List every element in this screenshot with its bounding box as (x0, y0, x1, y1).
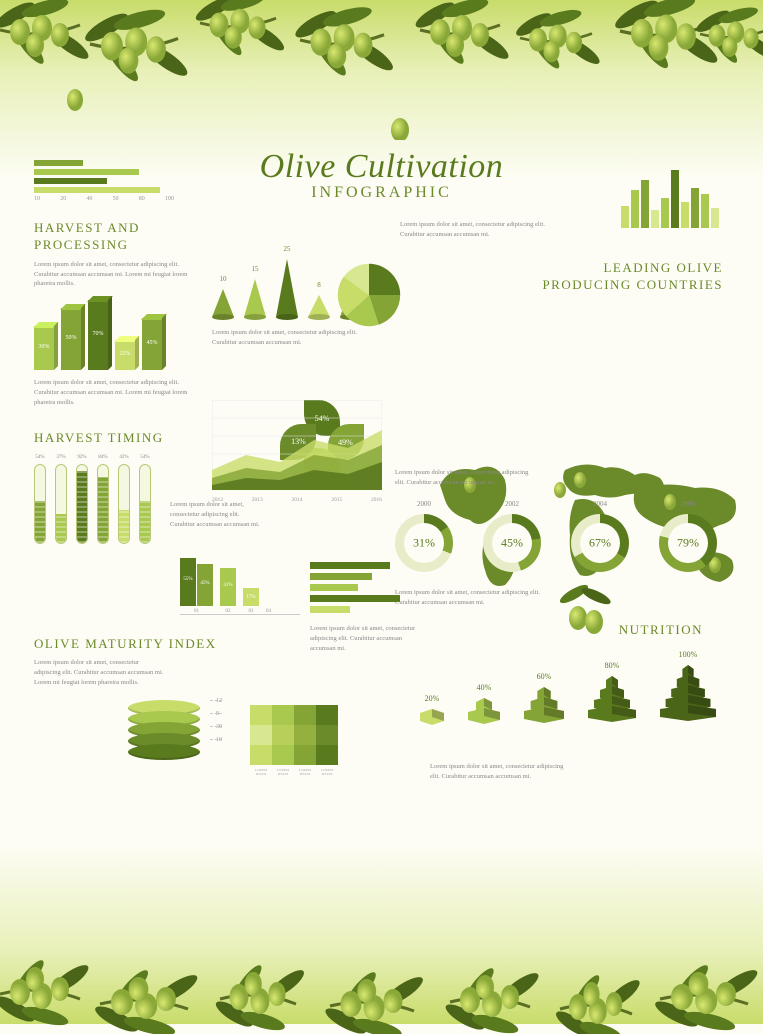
section-maturity: OLIVE MATURITY INDEX (34, 636, 217, 653)
olive-sprig-icon (556, 582, 616, 638)
patch-grid-chart: LOREM IPSUMLOREM IPSUMLOREM IPSUMLOREM I… (250, 705, 338, 777)
section-harvest: HARVEST AND PROCESSING (34, 220, 194, 254)
disc-stack-chart: 1283010 (128, 700, 200, 755)
hbar-chart-top: 1020405080100 (34, 160, 174, 202)
small-hbar-chart (310, 562, 410, 617)
harvest-text: Lorem ipsum dolor sit amet, consectetur … (34, 260, 194, 289)
waterfall-chart: 55%45%0141%0217%0304 (180, 555, 300, 615)
pyramid-chart: 20%40%60%80%100% (420, 650, 716, 731)
tube-chart: 54% 37% 92% 84% 42% 54% (34, 455, 151, 544)
vbar-chart-top (621, 166, 719, 228)
bars3d-text: Lorem ipsum dolor sit amet, consectetur … (34, 378, 194, 407)
pie-chart (330, 256, 408, 339)
donut-chart-row: 2000 31% 2002 45% 2004 67% 2006 79% (395, 500, 717, 572)
section-timing: HARVEST TIMING (34, 430, 164, 447)
section-leading: LEADING OLIVE PRODUCING COUNTRIES (523, 260, 723, 294)
section-nutrition: NUTRITION (619, 622, 703, 639)
bars-3d-chart: 30% 50% 70% 25% 45% (34, 300, 162, 370)
area-chart: 20122013201420152016 (212, 400, 382, 503)
